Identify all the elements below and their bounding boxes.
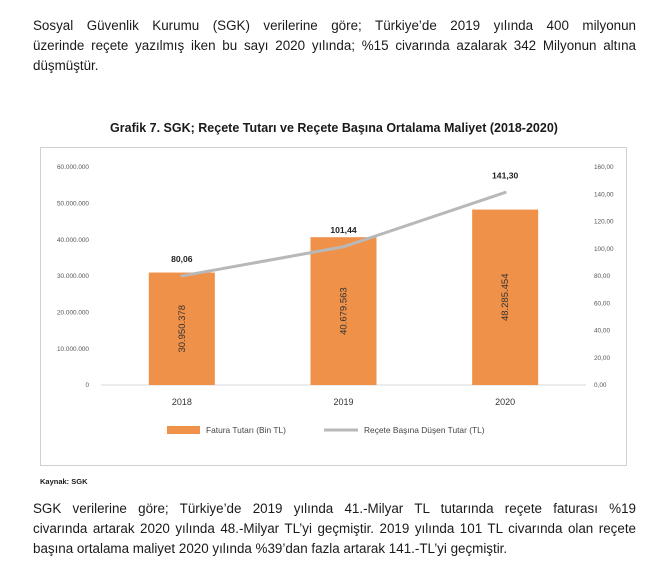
- y-left-tick-label: 20.000.000: [57, 310, 89, 317]
- legend-line-label: Reçete Başına Düşen Tutar (TL): [364, 425, 485, 435]
- line-value-label: 80,06: [171, 254, 193, 264]
- intro-line-2: üzerinde reçete yazılmış iken bu sayı 20…: [33, 38, 636, 53]
- y-left-tick-label: 10.000.000: [57, 346, 89, 353]
- y-left-tick-label: 60.000.000: [57, 164, 89, 171]
- x-tick-label: 2020: [495, 397, 515, 407]
- line-value-label: 141,30: [492, 170, 519, 180]
- bar-value-label: 40.679.563: [339, 287, 350, 335]
- y-right-tick-label: 80,00: [594, 273, 610, 280]
- legend-bar-label: Fatura Tutarı (Bin TL): [206, 425, 286, 435]
- intro-line-1: Sosyal Güvenlik Kurumu (SGK) verilerine …: [33, 18, 636, 33]
- source-note: Kaynak: SGK: [40, 477, 88, 486]
- bar: [472, 209, 539, 385]
- summary-paragraph: SGK verilerine göre; Türkiye’de 2019 yıl…: [33, 499, 636, 559]
- combo-chart: 0 10.000.000 20.000.000 30.000.000 40.000.00…: [57, 164, 614, 435]
- y-right-tick-label: 20,00: [594, 355, 610, 362]
- intro-line-3: düşmüştür.: [33, 58, 99, 73]
- summary-line-2: civarında artarak 2020 yılında 48.-Milya…: [33, 521, 636, 536]
- y-right-tick-label: 60,00: [594, 300, 610, 307]
- line-series: [180, 190, 507, 278]
- line-value-label: 101,44: [330, 225, 357, 235]
- y-right-tick-label: 100,00: [594, 246, 614, 253]
- y-right-tick-label: 40,00: [594, 328, 610, 335]
- chart-container: 0 10.000.000 20.000.000 30.000.000 40.000.00…: [40, 147, 627, 466]
- intro-paragraph: Sosyal Güvenlik Kurumu (SGK) verilerine …: [33, 16, 636, 76]
- bar-value-label: 48.285.454: [500, 274, 511, 322]
- y-left-tick-label: 50.000.000: [57, 201, 89, 208]
- x-tick-label: 2018: [172, 397, 192, 407]
- summary-line-3: başına ortalama maliyet 2020 yılında %39…: [33, 541, 508, 556]
- y-left-tick-label: 0: [85, 382, 89, 389]
- x-tick-label: 2019: [333, 397, 353, 407]
- bar: [310, 237, 377, 385]
- y-right-tick-label: 140,00: [594, 191, 614, 198]
- y-right-tick-label: 160,00: [594, 164, 614, 171]
- y-left-tick-label: 40.000.000: [57, 237, 89, 244]
- bar-value-label: 30.950.378: [177, 305, 188, 353]
- y-left-tick-label: 30.000.000: [57, 273, 89, 280]
- legend-bar-swatch: [167, 426, 200, 434]
- bar: [148, 272, 215, 385]
- chart-title: Grafik 7. SGK; Reçete Tutarı ve Reçete B…: [110, 121, 558, 135]
- summary-line-1: SGK verilerine göre; Türkiye’de 2019 yıl…: [33, 501, 636, 516]
- y-right-tick-label: 120,00: [594, 219, 614, 226]
- y-right-tick-label: 0,00: [594, 382, 607, 389]
